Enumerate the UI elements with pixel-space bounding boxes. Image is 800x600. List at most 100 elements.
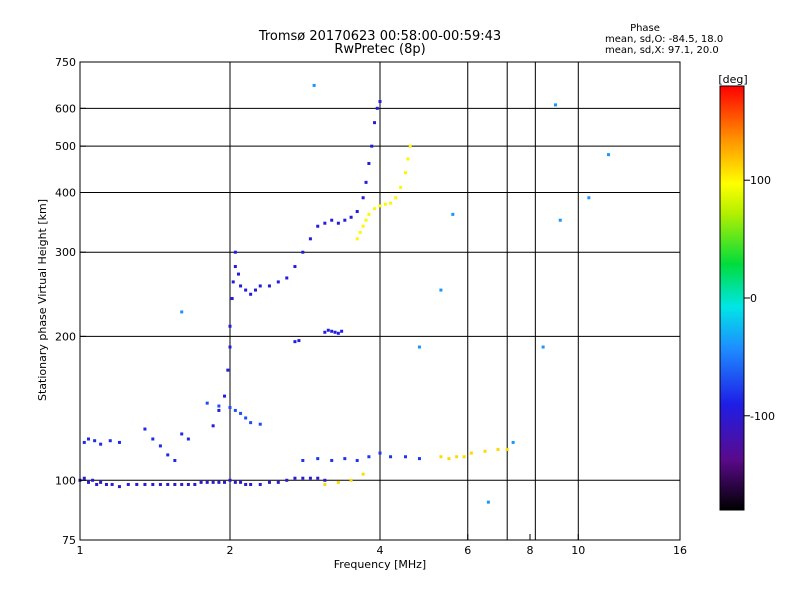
- phase-heading: Phase: [630, 23, 660, 34]
- data-point: [108, 439, 112, 443]
- data-point: [143, 427, 147, 431]
- data-point: [607, 153, 611, 157]
- data-point: [349, 478, 353, 482]
- data-point: [378, 204, 382, 208]
- data-point: [249, 421, 253, 425]
- data-point: [349, 215, 353, 219]
- x-tick-label: 10: [571, 544, 585, 557]
- data-point: [406, 157, 410, 161]
- data-point: [336, 480, 340, 484]
- data-point: [417, 457, 421, 461]
- data-point: [417, 345, 421, 349]
- data-point: [378, 451, 382, 455]
- data-point: [239, 411, 243, 415]
- data-point: [233, 250, 237, 254]
- data-point: [505, 447, 509, 451]
- data-point: [370, 144, 374, 148]
- data-point: [230, 297, 234, 301]
- data-point: [447, 457, 451, 461]
- data-point: [135, 482, 139, 486]
- data-point: [312, 83, 316, 87]
- data-point: [244, 416, 248, 420]
- data-point: [173, 458, 177, 462]
- data-point: [403, 171, 407, 175]
- data-point: [343, 218, 347, 222]
- data-point: [93, 439, 97, 443]
- data-point: [408, 144, 412, 148]
- data-point: [158, 444, 162, 448]
- y-tick-label: 300: [55, 246, 76, 259]
- data-point: [383, 202, 387, 206]
- data-point: [336, 221, 340, 225]
- data-point: [276, 480, 280, 484]
- data-point: [151, 482, 155, 486]
- data-point: [158, 482, 162, 486]
- data-point: [86, 437, 90, 441]
- data-point: [180, 310, 184, 314]
- data-point: [186, 482, 190, 486]
- data-point: [375, 106, 379, 110]
- data-point: [193, 482, 197, 486]
- data-point: [249, 482, 253, 486]
- data-point: [205, 401, 209, 405]
- data-point: [367, 455, 371, 459]
- data-point: [355, 458, 359, 462]
- data-point: [336, 331, 340, 335]
- data-point: [553, 103, 557, 107]
- y-tick-label: 75: [62, 534, 76, 547]
- data-point: [293, 340, 297, 344]
- x-tick-label: 16: [673, 544, 687, 557]
- colorbar-label: [deg]: [718, 73, 747, 86]
- y-tick-label: 750: [55, 56, 76, 69]
- data-point: [455, 455, 459, 459]
- data-point: [217, 408, 221, 412]
- y-axis-label: Stationary phase Virtual Height [km]: [36, 199, 49, 401]
- data-point: [186, 437, 190, 441]
- data-point: [205, 480, 209, 484]
- data-point: [323, 221, 327, 225]
- data-point: [316, 224, 320, 228]
- data-point: [496, 447, 500, 451]
- data-point: [239, 284, 243, 288]
- data-point: [117, 440, 121, 444]
- x-tick-label: 6: [464, 544, 471, 557]
- data-point: [541, 345, 545, 349]
- colorbar-tick-label: -100: [750, 410, 775, 423]
- data-point: [326, 328, 330, 332]
- data-point: [231, 280, 235, 284]
- data-point: [236, 272, 240, 276]
- data-point: [276, 280, 280, 284]
- colorbar: [719, 85, 745, 511]
- data-point: [373, 121, 377, 125]
- data-point: [249, 292, 253, 296]
- data-point: [399, 185, 403, 189]
- data-point: [301, 250, 305, 254]
- data-point: [301, 476, 305, 480]
- data-point: [228, 324, 232, 328]
- data-point: [439, 455, 443, 459]
- data-point: [403, 455, 407, 459]
- data-point: [285, 478, 289, 482]
- data-point: [258, 422, 262, 426]
- data-point: [297, 339, 301, 343]
- colorbar-tick-label: 100: [750, 174, 771, 187]
- y-tick-label: 600: [55, 102, 76, 115]
- data-point: [373, 207, 377, 211]
- colorbar-ticks: 100 0 -100: [744, 174, 775, 423]
- data-point: [483, 449, 487, 453]
- data-point: [587, 196, 591, 200]
- y-tick-label: 200: [55, 330, 76, 343]
- data-point: [364, 180, 368, 184]
- data-point: [95, 482, 99, 486]
- y-tick-label: 500: [55, 140, 76, 153]
- data-point: [511, 440, 515, 444]
- data-point: [173, 482, 177, 486]
- data-point: [469, 451, 473, 455]
- data-point: [233, 265, 237, 269]
- data-point: [117, 485, 121, 489]
- data-point: [180, 482, 184, 486]
- data-point: [217, 404, 221, 408]
- x-tick-label: 2: [227, 544, 234, 557]
- data-point: [361, 224, 365, 228]
- data-point: [228, 405, 232, 409]
